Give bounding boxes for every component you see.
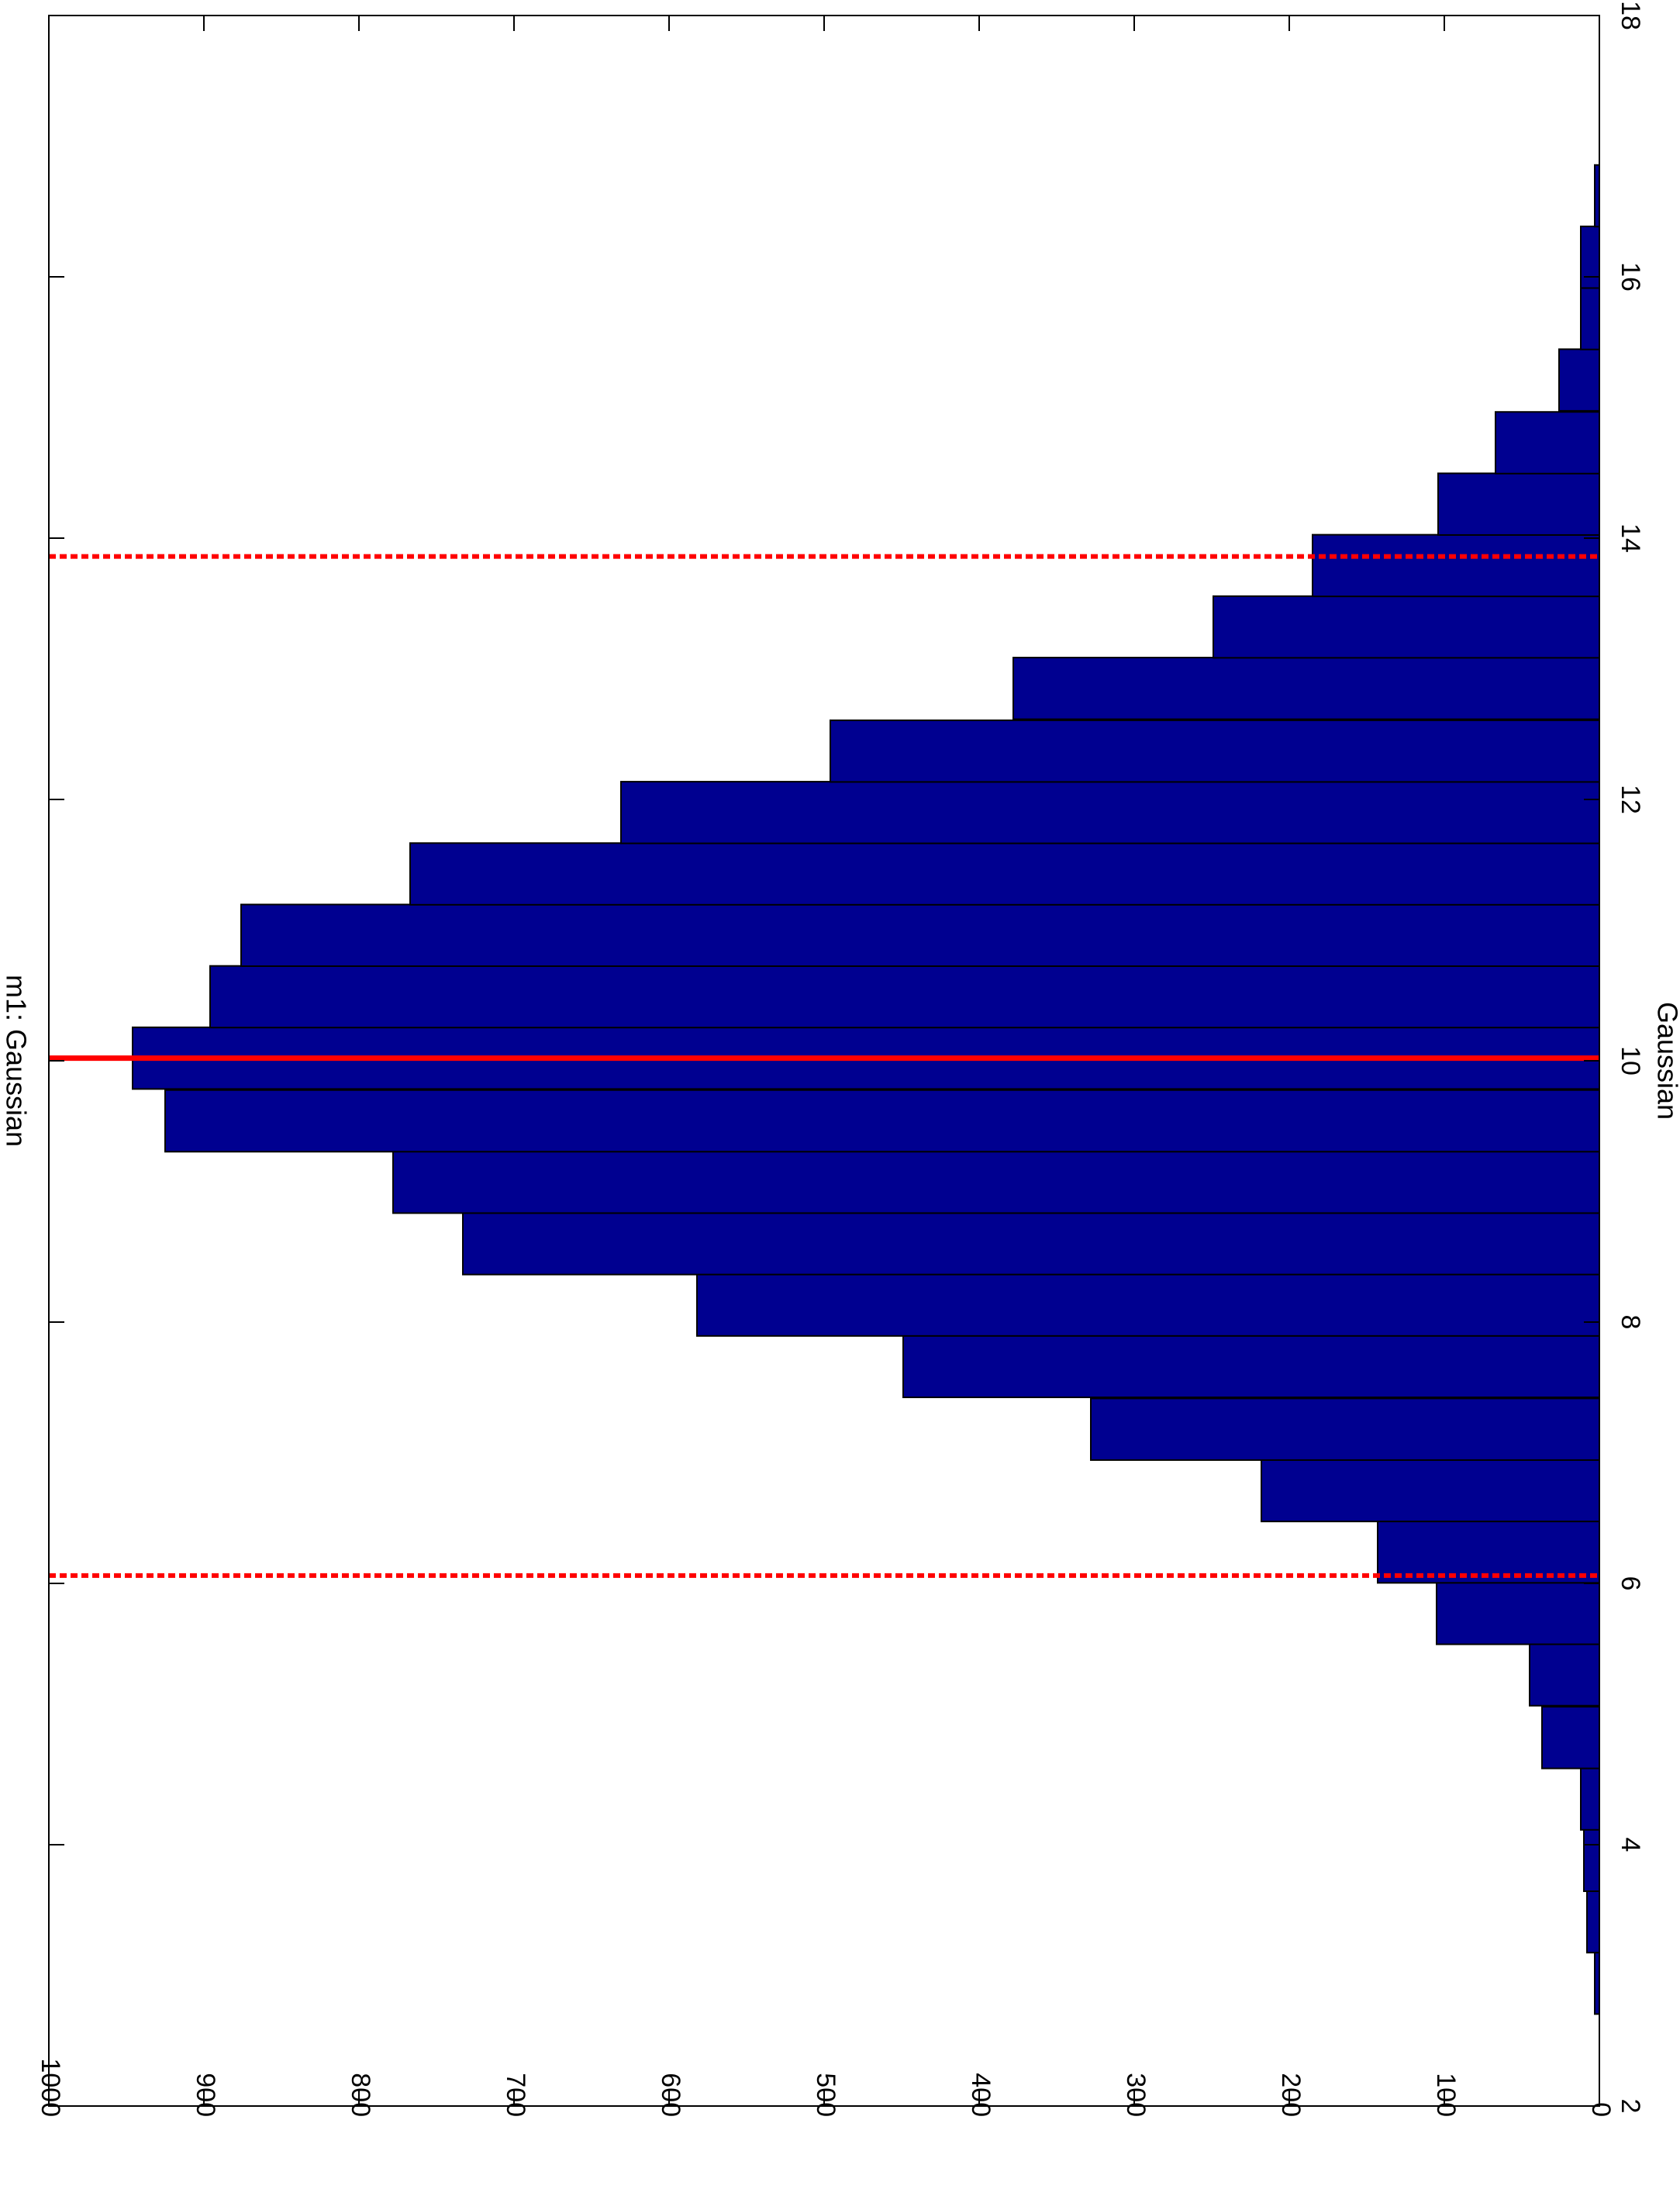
reference-lines	[49, 554, 1599, 1578]
histogram-bar	[1580, 225, 1600, 289]
x-tick-label: 6	[1616, 1576, 1645, 1591]
histogram-bar	[240, 903, 1600, 968]
x-tick-label: 18	[1616, 1, 1645, 30]
y-tick-label: 900	[191, 2073, 220, 2117]
y-tick-label: 300	[1121, 2073, 1150, 2117]
x-tick-label: 14	[1616, 523, 1645, 553]
chart-title: m1: Gaussian	[0, 975, 32, 1147]
histogram-bar	[1436, 1581, 1600, 1645]
x-tick-label: 10	[1616, 1046, 1645, 1076]
x-tick-label: 2	[1616, 2099, 1645, 2114]
histogram-bar	[462, 1212, 1600, 1276]
histogram-bar	[1437, 472, 1600, 536]
histogram-bar	[696, 1273, 1600, 1337]
histogram-bar	[830, 719, 1600, 783]
histogram-bar	[1541, 1706, 1600, 1769]
histogram-bar	[1558, 348, 1600, 412]
histogram-bars	[132, 164, 1600, 2015]
histogram-bar	[620, 781, 1600, 844]
y-tick-label: 400	[966, 2073, 995, 2117]
histogram-bar	[1090, 1397, 1600, 1461]
y-tick-label: 1000	[36, 2058, 65, 2117]
histogram-bar	[1529, 1643, 1600, 1707]
histogram-bar	[392, 1150, 1600, 1214]
x-tick-label: 8	[1616, 1315, 1645, 1330]
histogram-bar	[1495, 411, 1600, 475]
y-tick-label: 0	[1586, 2102, 1616, 2117]
histogram-bar	[1012, 657, 1600, 720]
histogram-bar	[209, 965, 1600, 1029]
histogram-bar	[1580, 287, 1600, 350]
histogram-bar	[902, 1334, 1600, 1399]
x-tick-label: 12	[1616, 785, 1645, 814]
x-axis-label: Gaussian	[1651, 1002, 1680, 1120]
histogram-bar	[1586, 1890, 1600, 1954]
histogram-bar	[1261, 1459, 1600, 1523]
y-tick-label: 700	[501, 2073, 530, 2117]
y-tick-label: 100	[1431, 2073, 1461, 2117]
y-tick-label: 200	[1276, 2073, 1306, 2117]
histogram-bar	[164, 1089, 1600, 1153]
x-tick-label: 4	[1616, 1838, 1645, 1852]
axis-ticks: 2 4 6 8 10 12 14 16 18 0 100 200 300 400 500 600 700 800 9…	[36, 1, 1645, 2117]
histogram-bar	[1583, 1828, 1600, 1892]
y-tick-label: 800	[346, 2073, 375, 2117]
histogram-bar	[1312, 533, 1600, 598]
y-tick-label: 600	[656, 2073, 685, 2117]
x-tick-label: 16	[1616, 262, 1645, 292]
y-tick-label: 500	[811, 2073, 840, 2117]
histogram-bar	[1213, 595, 1600, 659]
histogram-bar	[409, 842, 1600, 906]
histogram-bar	[1580, 1767, 1600, 1831]
